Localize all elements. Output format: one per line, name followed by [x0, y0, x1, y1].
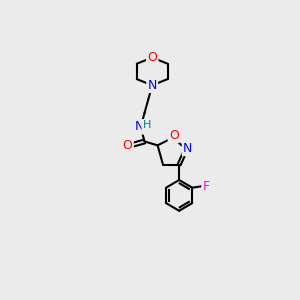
- Text: N: N: [148, 79, 157, 92]
- Text: H: H: [142, 120, 151, 130]
- Text: N: N: [183, 142, 192, 155]
- Text: F: F: [202, 180, 210, 193]
- Text: O: O: [169, 129, 179, 142]
- Text: N: N: [134, 120, 144, 134]
- Text: O: O: [123, 139, 133, 152]
- Text: O: O: [147, 51, 157, 64]
